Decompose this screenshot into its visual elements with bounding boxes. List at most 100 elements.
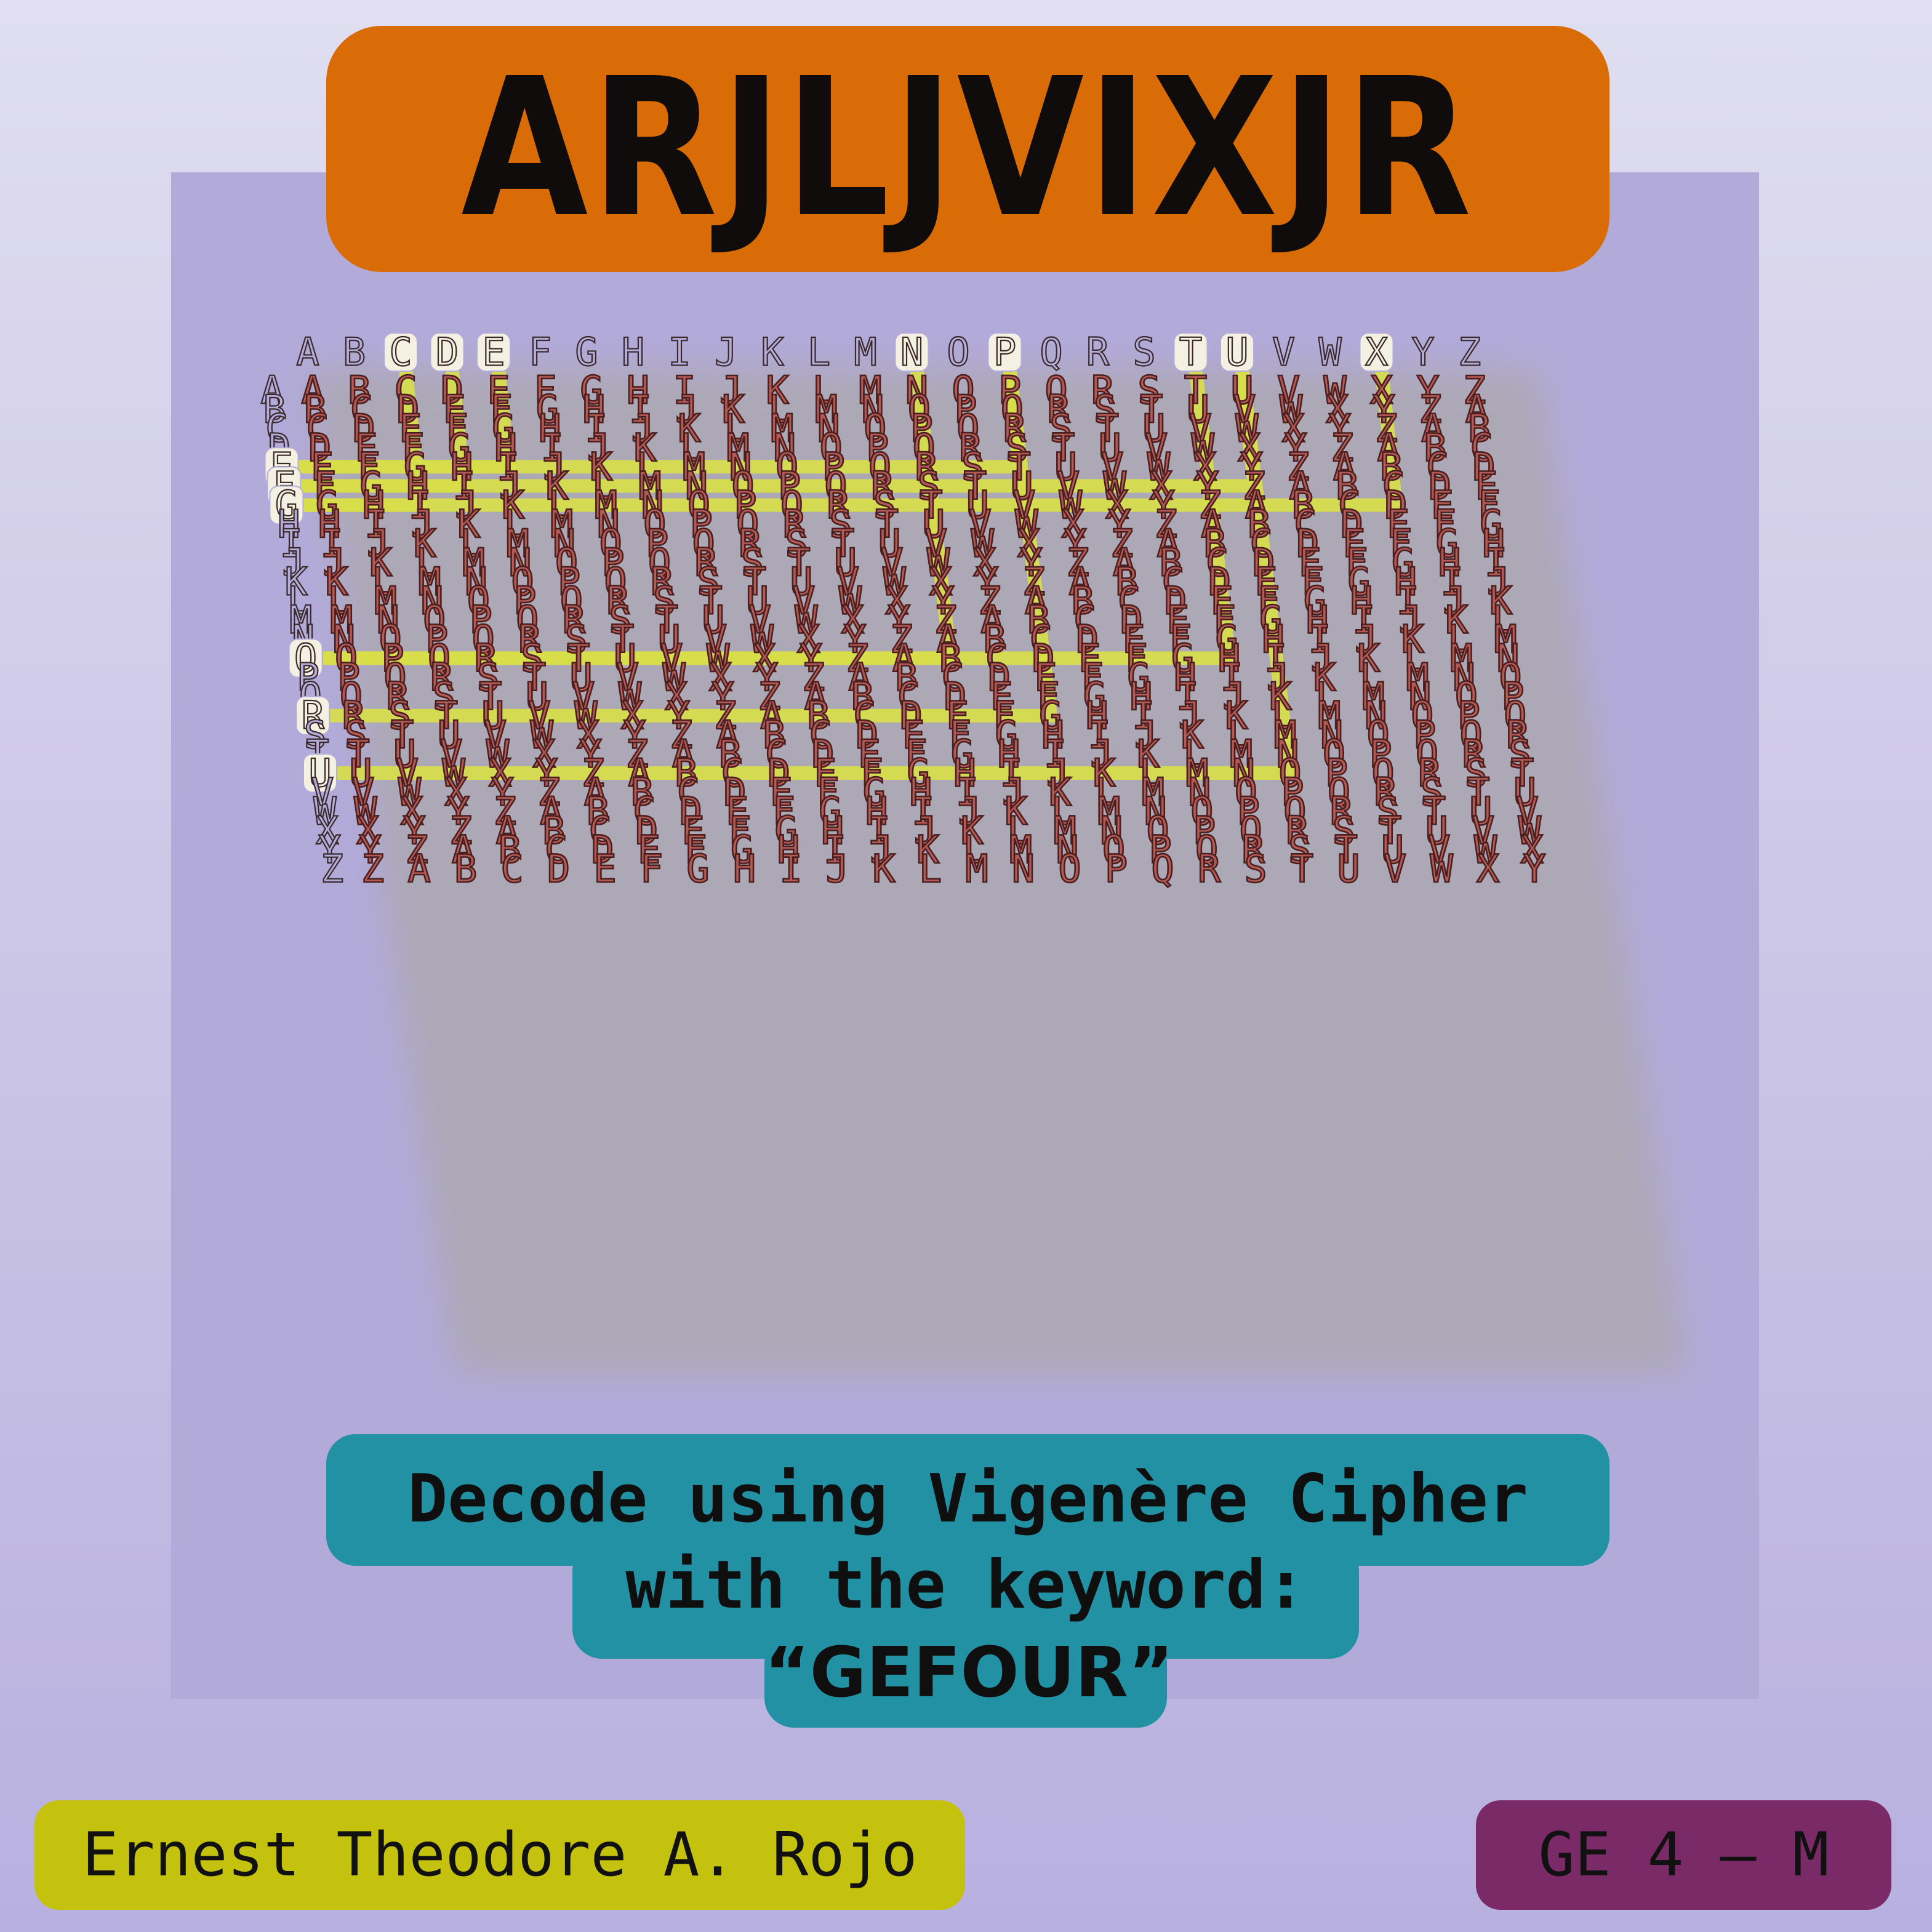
table-cell: Z bbox=[714, 693, 737, 738]
table-cell: F bbox=[313, 463, 336, 508]
table-cell: W bbox=[1059, 483, 1083, 527]
header-highlight-n bbox=[894, 332, 929, 372]
table-cell: Z bbox=[978, 579, 1001, 623]
table-cell: W bbox=[1015, 502, 1038, 547]
table-cell: Z bbox=[1331, 425, 1353, 470]
table-cell: E bbox=[770, 770, 793, 815]
table-cell: C bbox=[1161, 559, 1184, 604]
table-cell: J bbox=[870, 827, 892, 872]
row-label-z: Z bbox=[321, 846, 343, 891]
table-cell: T bbox=[876, 502, 899, 547]
table-cell: P bbox=[1237, 789, 1260, 834]
table-cell: F bbox=[948, 712, 971, 757]
table-cell: Y bbox=[1416, 368, 1439, 413]
table-cell: W bbox=[1235, 406, 1259, 451]
table-cell: S bbox=[1509, 731, 1531, 776]
table-cell: M bbox=[1230, 731, 1253, 776]
table-cell: B bbox=[454, 846, 477, 891]
table-cell: Y bbox=[491, 770, 514, 815]
table-cell: X bbox=[1477, 846, 1499, 891]
table-cell: V bbox=[351, 770, 374, 815]
table-cell: D bbox=[396, 387, 419, 432]
table-cell: M bbox=[1142, 770, 1164, 815]
table-cell: J bbox=[1002, 770, 1025, 815]
table-cell: O bbox=[379, 617, 402, 662]
table-cell: C bbox=[350, 387, 373, 432]
table-cell: Z bbox=[1243, 463, 1265, 508]
table-cell: S bbox=[345, 712, 367, 757]
table-cell: X bbox=[973, 540, 996, 585]
table-cell: H bbox=[362, 483, 385, 527]
table-cell: C bbox=[589, 808, 612, 853]
table-cell: P bbox=[910, 406, 933, 451]
table-cell: G bbox=[1039, 693, 1062, 738]
table-cell: U bbox=[1010, 463, 1033, 508]
table-cell: P bbox=[1413, 712, 1436, 757]
table-cell: T bbox=[787, 540, 810, 585]
table-cell: N bbox=[1188, 770, 1211, 815]
table-cell: N bbox=[1320, 712, 1343, 757]
table-cell: N bbox=[1496, 636, 1519, 681]
table-cell: I bbox=[1352, 598, 1375, 643]
table-cell: Z bbox=[1198, 483, 1221, 527]
table-cell: S bbox=[1137, 368, 1160, 413]
row-label-k: K bbox=[284, 559, 308, 604]
table-cell: A bbox=[1068, 559, 1091, 604]
table-cell: J bbox=[914, 808, 937, 853]
table-cell: R bbox=[1091, 368, 1115, 413]
table-cell: Q bbox=[736, 502, 759, 547]
table-cell: K bbox=[916, 827, 940, 872]
table-cell: P bbox=[470, 598, 492, 643]
table-cell: L bbox=[1403, 636, 1426, 681]
table-cell: D bbox=[1429, 463, 1451, 508]
table-cell: X bbox=[1326, 387, 1349, 432]
table-cell: A bbox=[452, 827, 475, 872]
cipher-path-g-x bbox=[297, 368, 1404, 512]
table-cell: F bbox=[684, 827, 707, 872]
table-cell: Z bbox=[1375, 406, 1398, 451]
table-cell: C bbox=[1470, 425, 1493, 470]
table-cell: C bbox=[1338, 483, 1361, 527]
table-cell: Q bbox=[428, 636, 451, 681]
table-cell: E bbox=[1343, 521, 1366, 566]
table-cell: U bbox=[526, 674, 548, 719]
column-header-v: V bbox=[1272, 330, 1295, 375]
table-cell: H bbox=[997, 731, 1020, 776]
table-cell: K bbox=[1357, 636, 1381, 681]
table-cell: E bbox=[814, 751, 836, 796]
row-label-o: O bbox=[294, 636, 317, 681]
table-cell: X bbox=[1150, 463, 1172, 508]
column-header-a: A bbox=[296, 330, 319, 375]
table-cell: Q bbox=[824, 463, 847, 508]
table-cell: X bbox=[621, 693, 644, 738]
table-cell: C bbox=[394, 368, 417, 413]
table-cell: U bbox=[1099, 425, 1121, 470]
table-cell: N bbox=[861, 387, 884, 432]
table-cell: I bbox=[364, 502, 387, 547]
table-cell: R bbox=[606, 579, 630, 623]
table-cell: M bbox=[1494, 617, 1517, 662]
table-cell: D bbox=[1472, 444, 1495, 489]
table-cell: H bbox=[777, 827, 800, 872]
table-cell: H bbox=[406, 463, 429, 508]
table-cell: B bbox=[303, 387, 326, 432]
table-cell: I bbox=[321, 521, 343, 566]
table-cell: A bbox=[584, 770, 607, 815]
table-cell: I bbox=[912, 789, 934, 834]
table-cell: M bbox=[727, 425, 750, 470]
table-cell: D bbox=[900, 693, 923, 738]
table-cell: X bbox=[401, 789, 423, 834]
table-cell: J bbox=[1179, 693, 1201, 738]
table-cell: F bbox=[1081, 655, 1104, 700]
table-cell: T bbox=[699, 579, 722, 623]
table-cell: B bbox=[983, 617, 1006, 662]
table-cell: T bbox=[435, 693, 458, 738]
table-cell: M bbox=[374, 579, 397, 623]
table-cell: E bbox=[443, 387, 466, 432]
table-cell: T bbox=[347, 731, 369, 776]
table-cell: Z bbox=[361, 846, 384, 891]
table-cell: S bbox=[653, 579, 676, 623]
table-cell: R bbox=[1286, 808, 1309, 853]
table-cell: V bbox=[924, 521, 947, 566]
column-header-e: E bbox=[482, 330, 505, 375]
